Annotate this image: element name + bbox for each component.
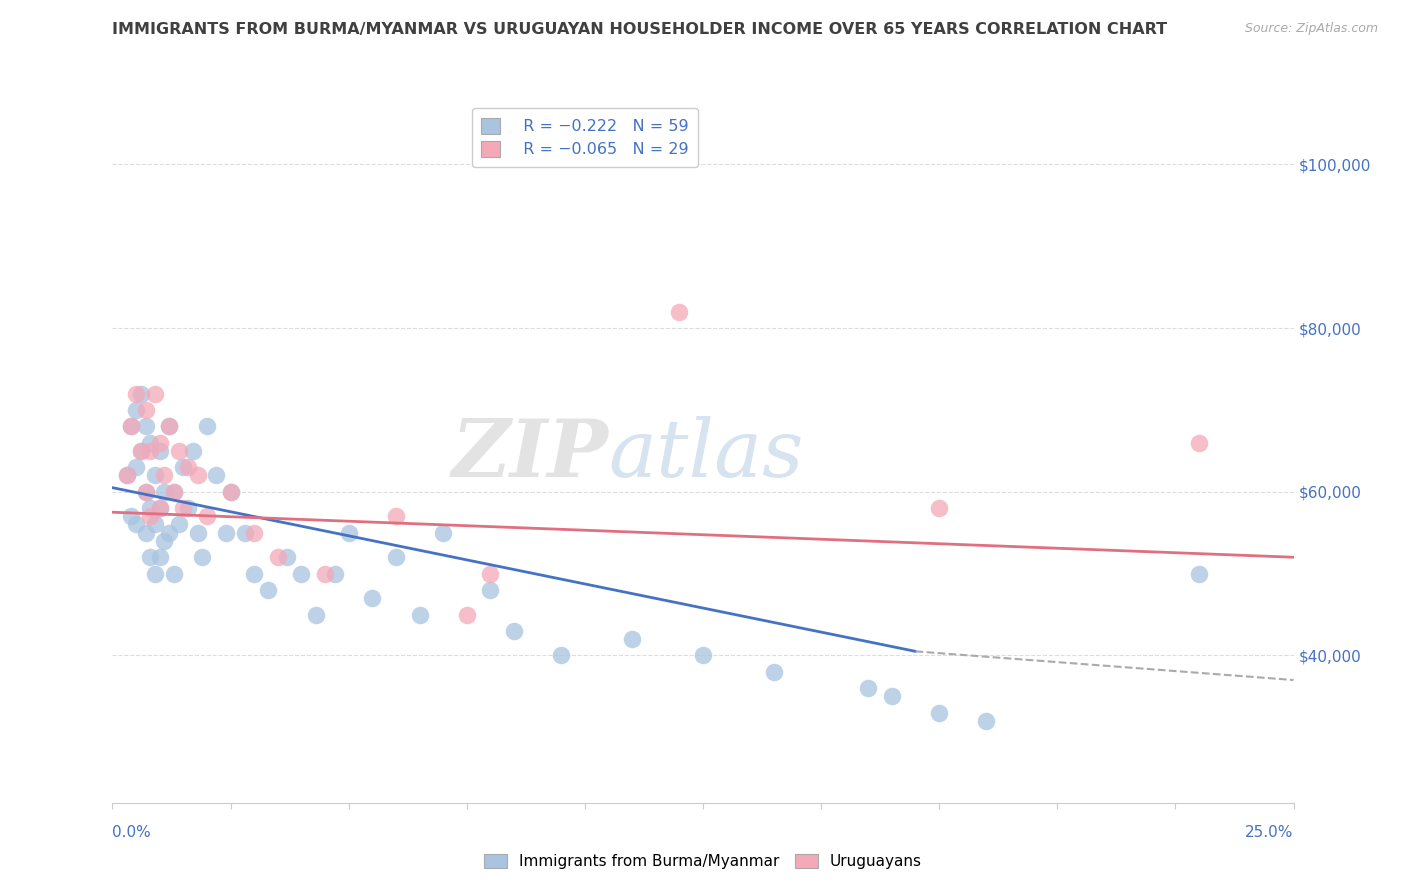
Point (233, 525, 256, 540)
Point (172, 460, 194, 475)
Point (163, 484, 186, 499)
Point (432, 525, 454, 540)
Point (215, 525, 238, 540)
Point (143, 517, 166, 532)
Point (149, 435, 172, 450)
Point (120, 509, 142, 524)
Point (115, 468, 138, 483)
Point (139, 443, 162, 458)
Point (191, 550, 214, 565)
Point (195, 509, 218, 524)
Point (186, 468, 208, 483)
Point (219, 484, 242, 499)
Point (858, 681, 880, 696)
Point (1188, 566, 1211, 581)
Point (181, 443, 204, 458)
Point (139, 509, 162, 524)
Text: 0.0%: 0.0% (112, 825, 152, 840)
Point (157, 525, 180, 540)
Point (153, 484, 176, 499)
Point (976, 714, 998, 728)
Point (167, 517, 190, 532)
Point (928, 706, 950, 720)
Point (120, 419, 142, 434)
Point (153, 533, 176, 548)
Point (149, 443, 172, 458)
Point (143, 468, 166, 483)
Point (149, 501, 172, 516)
Point (195, 419, 218, 434)
Point (1188, 435, 1211, 450)
Point (135, 403, 157, 417)
Legend: Immigrants from Burma/Myanmar, Uruguayans: Immigrants from Burma/Myanmar, Uruguayan… (478, 848, 928, 875)
Point (129, 443, 152, 458)
Point (139, 550, 162, 565)
Point (267, 550, 290, 565)
Point (177, 460, 200, 475)
Text: Source: ZipAtlas.com: Source: ZipAtlas.com (1244, 22, 1378, 36)
Point (163, 484, 186, 499)
Point (135, 484, 157, 499)
Point (385, 509, 408, 524)
Point (304, 607, 326, 622)
Point (205, 468, 228, 483)
Point (243, 525, 266, 540)
Point (135, 484, 157, 499)
Point (503, 624, 526, 638)
Point (323, 566, 346, 581)
Point (928, 501, 950, 516)
Legend:   R = −0.222   N = 59,   R = −0.065   N = 29: R = −0.222 N = 59, R = −0.065 N = 29 (471, 108, 699, 167)
Text: IMMIGRANTS FROM BURMA/MYANMAR VS URUGUAYAN HOUSEHOLDER INCOME OVER 65 YEARS CORR: IMMIGRANTS FROM BURMA/MYANMAR VS URUGUAY… (112, 22, 1167, 37)
Point (257, 582, 280, 597)
Point (153, 468, 176, 483)
Point (157, 419, 180, 434)
Point (149, 501, 172, 516)
Text: ZIP: ZIP (451, 417, 609, 493)
Point (129, 386, 152, 401)
Point (276, 550, 298, 565)
Point (337, 525, 360, 540)
Point (125, 386, 148, 401)
Point (125, 460, 148, 475)
Point (186, 525, 208, 540)
Point (177, 501, 200, 516)
Point (408, 607, 430, 622)
Point (125, 403, 148, 417)
Point (479, 582, 502, 597)
Point (135, 525, 157, 540)
Point (219, 484, 242, 499)
Point (149, 550, 172, 565)
Point (115, 468, 138, 483)
Point (290, 566, 312, 581)
Point (456, 607, 478, 622)
Point (621, 632, 644, 646)
Point (125, 517, 148, 532)
Point (143, 386, 166, 401)
Text: atlas: atlas (609, 417, 804, 493)
Point (139, 501, 162, 516)
Point (243, 566, 266, 581)
Point (361, 591, 384, 606)
Point (129, 443, 152, 458)
Point (163, 566, 186, 581)
Point (479, 566, 502, 581)
Point (550, 648, 572, 663)
Point (314, 566, 336, 581)
Point (692, 648, 714, 663)
Point (172, 501, 194, 516)
Point (668, 304, 690, 318)
Point (120, 419, 142, 434)
Point (139, 435, 162, 450)
Point (880, 690, 903, 704)
Point (157, 419, 180, 434)
Point (135, 419, 157, 434)
Point (762, 665, 785, 679)
Text: 25.0%: 25.0% (1246, 825, 1294, 840)
Point (143, 566, 166, 581)
Point (167, 443, 190, 458)
Point (385, 550, 408, 565)
